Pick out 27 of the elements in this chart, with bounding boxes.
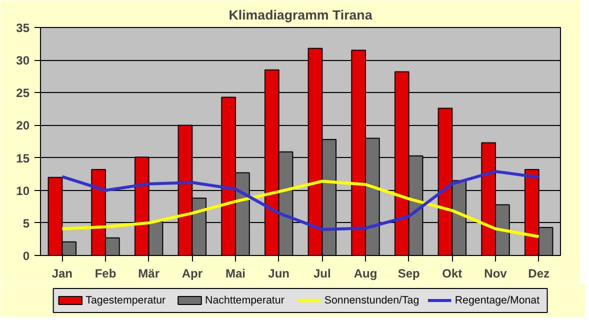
x-tick-label: Okt xyxy=(442,266,462,280)
y-tick-label: 15 xyxy=(16,151,30,166)
y-tick-label: 25 xyxy=(16,86,30,100)
legend-label: Tagestemperatur xyxy=(86,294,166,306)
x-tick-label: Apr xyxy=(182,266,203,280)
x-tick-label: Feb xyxy=(94,266,116,280)
x-tick-label: Sep xyxy=(398,266,420,280)
x-tick-label: Aug xyxy=(354,266,378,280)
y-tick-label: 30 xyxy=(16,54,30,68)
legend-label: Nachttemperatur xyxy=(205,294,285,306)
x-tick-label: Mär xyxy=(138,266,160,280)
y-tick-label: 5 xyxy=(22,216,30,230)
y-tick-label: 0 xyxy=(22,249,30,263)
x-tick-label: Nov xyxy=(484,266,508,280)
legend-label: Regentage/Monat xyxy=(454,294,540,306)
line-series xyxy=(60,180,540,238)
y-tick-label: 35 xyxy=(16,21,30,35)
line-series xyxy=(60,170,540,231)
chart-title: Klimadiagramm Tirana xyxy=(228,8,373,22)
x-tick-label: Dez xyxy=(528,266,550,280)
y-tick-label: 10 xyxy=(16,184,30,198)
x-tick-label: Jun xyxy=(268,266,290,280)
x-tick-label: Jul xyxy=(314,266,331,280)
x-tick-label: Jan xyxy=(52,266,73,280)
y-tick-label: 20 xyxy=(16,118,30,133)
legend-label: Sonnenstunden/Tag xyxy=(324,294,420,306)
x-tick-label: Mai xyxy=(226,266,246,280)
